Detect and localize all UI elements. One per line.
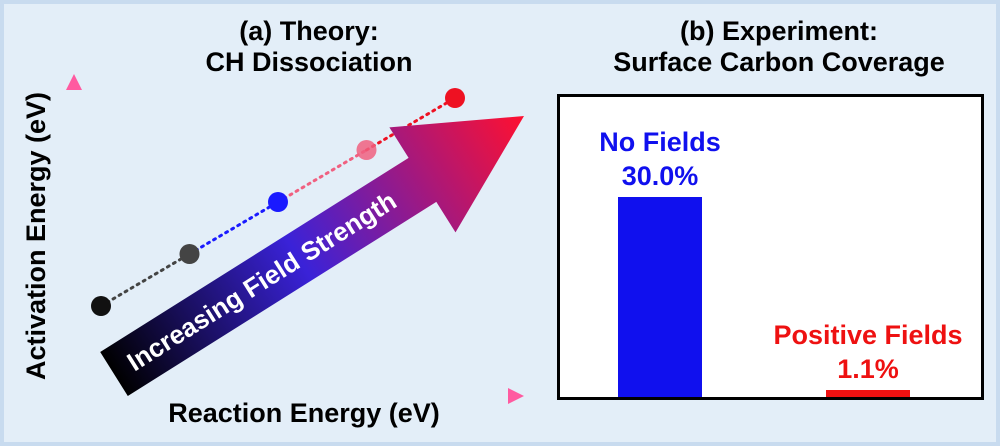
panel-b-plot: No Fields 30.0% Positive Fields 1.1% (557, 94, 984, 400)
y-axis-arrowhead (66, 74, 82, 90)
panel-b-title-line-2: Surface Carbon Coverage (613, 47, 945, 77)
trend-line-segment (188, 200, 280, 256)
panel-a-title: (a) Theory: CH Dissociation (144, 16, 474, 78)
bar-no-fields (618, 197, 702, 397)
bar-value-positive-fields: 1.1% (837, 353, 899, 384)
data-point (356, 140, 377, 160)
trend-line-segment (276, 148, 368, 204)
bar-label-no-fields: No Fields (599, 127, 721, 157)
panel-a-title-line-1: (a) Theory: (239, 16, 379, 46)
panel-a-title-line-2: CH Dissociation (205, 47, 413, 77)
data-point (268, 192, 288, 212)
bar-label-positive-fields: Positive Fields (773, 319, 963, 350)
x-axis-arrowhead (508, 388, 524, 404)
data-point (179, 244, 200, 264)
bar-value-no-fields: 30.0% (621, 161, 699, 191)
panel-a-plot: Increasing Field Strength (66, 74, 524, 404)
field-strength-arrow (100, 116, 524, 396)
y-axis-label: Activation Energy (eV) (21, 91, 51, 381)
trend-line-segment (365, 96, 457, 152)
arrow-label: Increasing Field Strength (122, 185, 402, 377)
panel-b-title-line-1: (b) Experiment: (679, 16, 879, 46)
bar-positive-fields (826, 389, 910, 397)
data-point (445, 88, 465, 108)
data-point (91, 296, 111, 316)
panel-b-title: (b) Experiment: Surface Carbon Coverage (564, 16, 994, 78)
x-axis-label: Reaction Energy (eV) (168, 398, 440, 428)
trend-line-segment (99, 252, 191, 308)
